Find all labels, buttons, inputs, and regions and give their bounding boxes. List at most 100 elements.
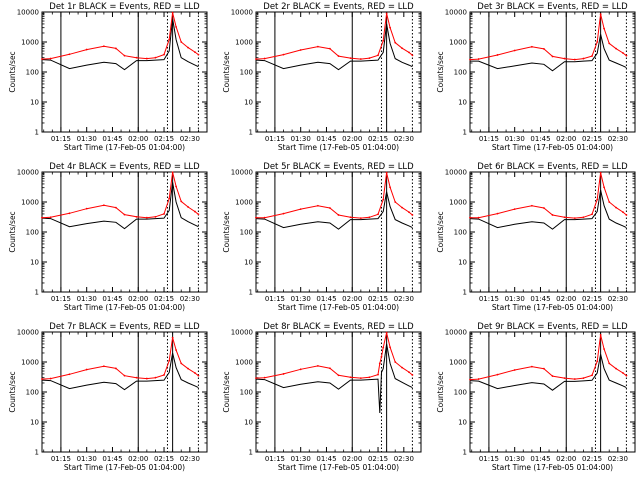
data-point-lld — [329, 207, 331, 209]
data-point-lld — [573, 378, 576, 380]
y-tick-label: 10 — [30, 259, 39, 267]
plot-title: Det 3r BLACK = Events, RED = LLD — [477, 2, 628, 12]
series-line-lld — [469, 334, 627, 381]
y-tick-label: 100 — [240, 69, 253, 77]
data-point-lld — [163, 53, 165, 56]
x-tick-label: 02:00 — [556, 295, 576, 303]
data-point-lld — [349, 216, 352, 219]
x-tick-label: 01:30 — [505, 295, 525, 303]
data-point-lld — [477, 378, 480, 380]
x-tick-label: 02:00 — [342, 295, 362, 303]
data-point-lld — [337, 374, 340, 377]
data-point-lld — [591, 55, 593, 57]
x-tick-label: 01:15 — [479, 455, 499, 463]
data-point-lld — [49, 57, 52, 60]
data-point-lld — [543, 47, 545, 50]
data-point-lld — [603, 348, 605, 350]
plot-frame — [41, 11, 208, 133]
data-point-lld — [282, 212, 285, 215]
y-tick-label: 1000 — [235, 39, 253, 47]
y-axis-label: Counts/sec — [436, 51, 445, 92]
series-line-lld — [256, 172, 413, 219]
x-tick-label: 02:15 — [368, 455, 388, 463]
x-axis-label: Start Time (17-Feb-05 01:04:00) — [278, 143, 399, 152]
data-point-lld — [41, 378, 43, 380]
x-tick-label: 02:15 — [582, 295, 602, 303]
plot-title: Det 9r BLACK = Events, RED = LLD — [477, 322, 628, 332]
data-point-lld — [551, 214, 554, 216]
x-tick-label: 01:30 — [505, 455, 525, 463]
plot-title: Det 2r BLACK = Events, RED = LLD — [263, 2, 414, 12]
data-point-lld — [551, 375, 554, 377]
data-point-lld — [573, 217, 576, 220]
y-tick-label: 10000 — [231, 9, 253, 17]
x-tick-label: 02:00 — [128, 295, 148, 303]
x-axis-label: Start Time (17-Feb-05 01:04:00) — [278, 463, 399, 472]
data-point-lld — [171, 171, 174, 174]
data-point-lld — [573, 58, 576, 61]
data-point-lld — [175, 349, 177, 351]
plot-frame — [469, 331, 636, 453]
data-point-lld — [469, 378, 471, 381]
y-tick-label: 1000 — [235, 199, 253, 207]
data-point-lld — [411, 214, 414, 216]
data-point-lld — [145, 57, 148, 60]
x-tick-label: 02:00 — [556, 455, 576, 463]
series-line-events — [469, 354, 627, 391]
data-point-lld — [382, 346, 385, 349]
x-tick-label: 02:00 — [342, 455, 362, 463]
plot-frame — [469, 171, 636, 293]
data-point-lld — [368, 216, 371, 219]
y-tick-label: 1000 — [449, 39, 467, 47]
data-point-lld — [282, 53, 285, 56]
data-point-lld — [68, 212, 71, 215]
plot-frame — [469, 11, 636, 133]
data-point-lld — [187, 46, 189, 49]
x-tick-label: 01:15 — [51, 295, 71, 303]
panel-det-6: Det 6r BLACK = Events, RED = LLD 1 10 100 10… — [436, 162, 636, 312]
panel-det-2: Det 2r BLACK = Events, RED = LLD 1 10 100 10… — [222, 2, 422, 152]
y-tick-label: 10 — [30, 419, 39, 427]
x-axis-label: Start Time (17-Feb-05 01:04:00) — [64, 303, 185, 312]
x-tick-label: 02:30 — [180, 135, 200, 143]
data-point-lld — [563, 216, 566, 219]
data-point-lld — [591, 374, 593, 377]
data-point-lld — [255, 377, 257, 380]
data-point-lld — [175, 185, 177, 188]
data-point-lld — [135, 376, 138, 379]
data-point-lld — [197, 213, 200, 216]
x-tick-label: 02:30 — [608, 455, 628, 463]
y-tick-label: 1000 — [21, 359, 39, 367]
data-point-lld — [625, 54, 628, 57]
y-tick-label: 100 — [26, 69, 39, 77]
plot-frame — [255, 11, 422, 133]
data-point-lld — [299, 208, 302, 210]
y-axis-label: Counts/sec — [8, 51, 17, 92]
y-tick-label: 10 — [458, 419, 467, 427]
y-tick-label: 100 — [454, 389, 467, 397]
y-tick-label: 1 — [463, 449, 467, 457]
y-axis-label: Counts/sec — [8, 371, 17, 412]
data-point-lld — [615, 206, 617, 209]
plot-title: Det 7r BLACK = Events, RED = LLD — [49, 322, 200, 332]
data-point-lld — [563, 377, 566, 380]
data-point-lld — [123, 213, 126, 216]
data-point-lld — [530, 204, 533, 207]
data-point-lld — [68, 373, 71, 376]
x-tick-label: 01:45 — [102, 135, 122, 143]
data-point-lld — [187, 367, 189, 370]
y-tick-label: 1000 — [449, 199, 467, 207]
y-tick-label: 10000 — [17, 329, 39, 337]
panel-det-8: Det 8r BLACK = Events, RED = LLD 1 10 100 10… — [222, 322, 422, 472]
data-point-lld — [513, 49, 516, 52]
data-point-lld — [530, 365, 533, 368]
y-tick-label: 10 — [458, 259, 467, 267]
x-tick-label: 01:30 — [77, 135, 97, 143]
data-point-lld — [68, 53, 71, 56]
y-tick-label: 100 — [26, 229, 39, 237]
data-point-lld — [180, 200, 183, 203]
data-point-lld — [543, 367, 545, 370]
data-point-lld — [115, 47, 117, 50]
data-point-lld — [102, 45, 105, 48]
x-tick-label: 02:30 — [608, 295, 628, 303]
